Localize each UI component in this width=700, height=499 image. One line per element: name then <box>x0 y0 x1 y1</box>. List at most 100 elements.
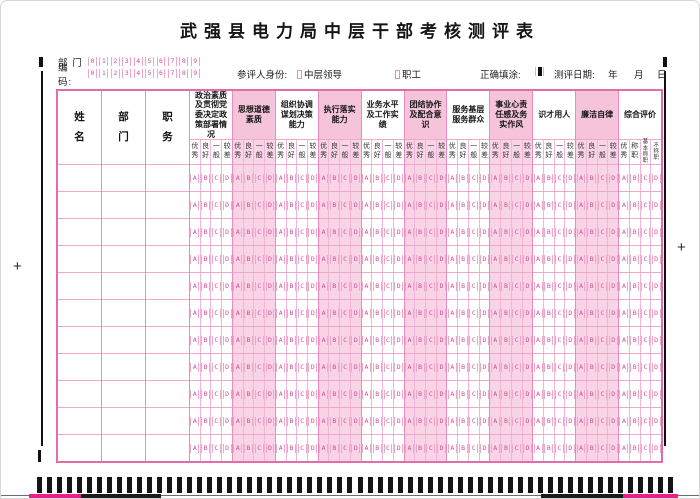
answer-bubble-B[interactable]: B <box>630 308 640 318</box>
answer-bubble-D[interactable]: D <box>608 335 618 345</box>
answer-bubble-C[interactable]: C <box>383 254 393 264</box>
answer-bubble-D[interactable]: D <box>480 335 489 345</box>
answer-bubble-B[interactable]: B <box>329 200 339 210</box>
answer-bubble-C[interactable]: C <box>555 308 565 318</box>
answer-bubble-D[interactable]: D <box>651 200 661 210</box>
write-in-cell[interactable] <box>146 218 189 245</box>
dept-digit-bubble-5[interactable]: 5 <box>145 57 155 66</box>
answer-bubble-D[interactable]: D <box>522 281 532 291</box>
answer-bubble-D[interactable]: D <box>222 416 232 426</box>
answer-bubble-B[interactable]: B <box>587 281 597 291</box>
answer-bubble-C[interactable]: C <box>297 443 307 453</box>
answer-bubble-D[interactable]: D <box>265 443 275 453</box>
answer-bubble-C[interactable]: C <box>340 281 350 291</box>
answer-bubble-C[interactable]: C <box>426 281 436 291</box>
answer-bubble-A[interactable]: A <box>533 416 543 426</box>
answer-bubble-D[interactable]: D <box>565 308 575 318</box>
answer-bubble-C[interactable]: C <box>340 389 350 399</box>
answer-bubble-D[interactable]: D <box>651 281 661 291</box>
answer-bubble-C[interactable]: C <box>254 362 264 372</box>
answer-bubble-C[interactable]: C <box>297 416 307 426</box>
answer-bubble-B[interactable]: B <box>501 416 511 426</box>
answer-bubble-B[interactable]: B <box>587 200 597 210</box>
answer-bubble-A[interactable]: A <box>533 200 543 210</box>
answer-bubble-C[interactable]: C <box>211 362 221 372</box>
answer-bubble-D[interactable]: D <box>480 443 489 453</box>
answer-bubble-D[interactable]: D <box>522 227 532 237</box>
answer-bubble-B[interactable]: B <box>329 281 339 291</box>
answer-bubble-B[interactable]: B <box>286 335 296 345</box>
answer-bubble-A[interactable]: A <box>190 443 200 453</box>
answer-bubble-C[interactable]: C <box>383 200 393 210</box>
answer-bubble-D[interactable]: D <box>222 254 232 264</box>
write-in-cell[interactable] <box>102 164 145 191</box>
answer-bubble-A[interactable]: A <box>319 416 329 426</box>
answer-bubble-B[interactable]: B <box>244 443 253 453</box>
answer-bubble-A[interactable]: A <box>190 362 200 372</box>
write-in-cell[interactable] <box>146 299 189 326</box>
answer-bubble-B[interactable]: B <box>329 254 339 264</box>
answer-bubble-A[interactable]: A <box>319 254 329 264</box>
answer-bubble-D[interactable]: D <box>522 173 532 183</box>
answer-bubble-A[interactable]: A <box>533 308 543 318</box>
identity-option-staff[interactable]: 职工 <box>395 67 421 81</box>
write-in-cell[interactable] <box>102 380 145 407</box>
answer-bubble-D[interactable]: D <box>437 254 447 264</box>
write-in-cell[interactable] <box>102 407 145 434</box>
answer-bubble-A[interactable]: A <box>576 335 586 345</box>
answer-bubble-C[interactable]: C <box>254 308 264 318</box>
answer-bubble-D[interactable]: D <box>265 335 275 345</box>
answer-bubble-D[interactable]: D <box>608 389 618 399</box>
answer-bubble-D[interactable]: D <box>608 416 618 426</box>
answer-bubble-A[interactable]: A <box>190 335 200 345</box>
answer-bubble-D[interactable]: D <box>651 254 661 264</box>
code-digit-bubble-7[interactable]: 7 <box>167 69 177 78</box>
code-digit-bubble-8[interactable]: 8 <box>179 69 189 78</box>
answer-bubble-D[interactable]: D <box>522 416 532 426</box>
answer-bubble-A[interactable]: A <box>447 443 457 453</box>
answer-bubble-A[interactable]: A <box>533 254 543 264</box>
answer-bubble-A[interactable]: A <box>619 227 629 237</box>
answer-bubble-C[interactable]: C <box>426 389 436 399</box>
answer-bubble-B[interactable]: B <box>415 254 425 264</box>
answer-bubble-B[interactable]: B <box>201 308 211 318</box>
answer-bubble-D[interactable]: D <box>351 362 361 372</box>
answer-bubble-B[interactable]: B <box>201 443 211 453</box>
answer-bubble-C[interactable]: C <box>297 281 307 291</box>
write-in-cell[interactable] <box>58 299 101 326</box>
write-in-cell[interactable] <box>102 434 145 461</box>
write-in-cell[interactable] <box>58 434 101 461</box>
answer-bubble-A[interactable]: A <box>404 227 414 237</box>
answer-bubble-C[interactable]: C <box>640 227 650 237</box>
answer-bubble-B[interactable]: B <box>286 443 296 453</box>
answer-bubble-D[interactable]: D <box>480 200 489 210</box>
answer-bubble-A[interactable]: A <box>276 443 286 453</box>
write-in-cell[interactable] <box>58 380 101 407</box>
answer-bubble-A[interactable]: A <box>319 200 329 210</box>
write-in-cell[interactable] <box>58 191 101 218</box>
answer-bubble-B[interactable]: B <box>587 416 597 426</box>
code-digit-bubble-9[interactable]: 9 <box>190 69 200 78</box>
answer-bubble-C[interactable]: C <box>555 254 565 264</box>
answer-bubble-B[interactable]: B <box>501 227 511 237</box>
answer-bubble-B[interactable]: B <box>329 173 339 183</box>
answer-bubble-A[interactable]: A <box>233 389 243 399</box>
answer-bubble-D[interactable]: D <box>651 335 661 345</box>
answer-bubble-A[interactable]: A <box>233 281 243 291</box>
answer-bubble-C[interactable]: C <box>598 308 607 318</box>
answer-bubble-C[interactable]: C <box>383 362 393 372</box>
answer-bubble-C[interactable]: C <box>211 308 221 318</box>
answer-bubble-C[interactable]: C <box>383 308 393 318</box>
answer-bubble-B[interactable]: B <box>286 200 296 210</box>
answer-bubble-C[interactable]: C <box>555 389 565 399</box>
answer-bubble-A[interactable]: A <box>447 362 457 372</box>
answer-bubble-D[interactable]: D <box>608 443 618 453</box>
answer-bubble-B[interactable]: B <box>458 308 468 318</box>
dept-digit-bubble-3[interactable]: 3 <box>122 57 132 66</box>
answer-bubble-D[interactable]: D <box>394 362 404 372</box>
answer-bubble-C[interactable]: C <box>598 443 607 453</box>
answer-bubble-B[interactable]: B <box>415 389 425 399</box>
answer-bubble-D[interactable]: D <box>394 335 404 345</box>
answer-bubble-D[interactable]: D <box>394 281 404 291</box>
answer-bubble-B[interactable]: B <box>544 443 554 453</box>
